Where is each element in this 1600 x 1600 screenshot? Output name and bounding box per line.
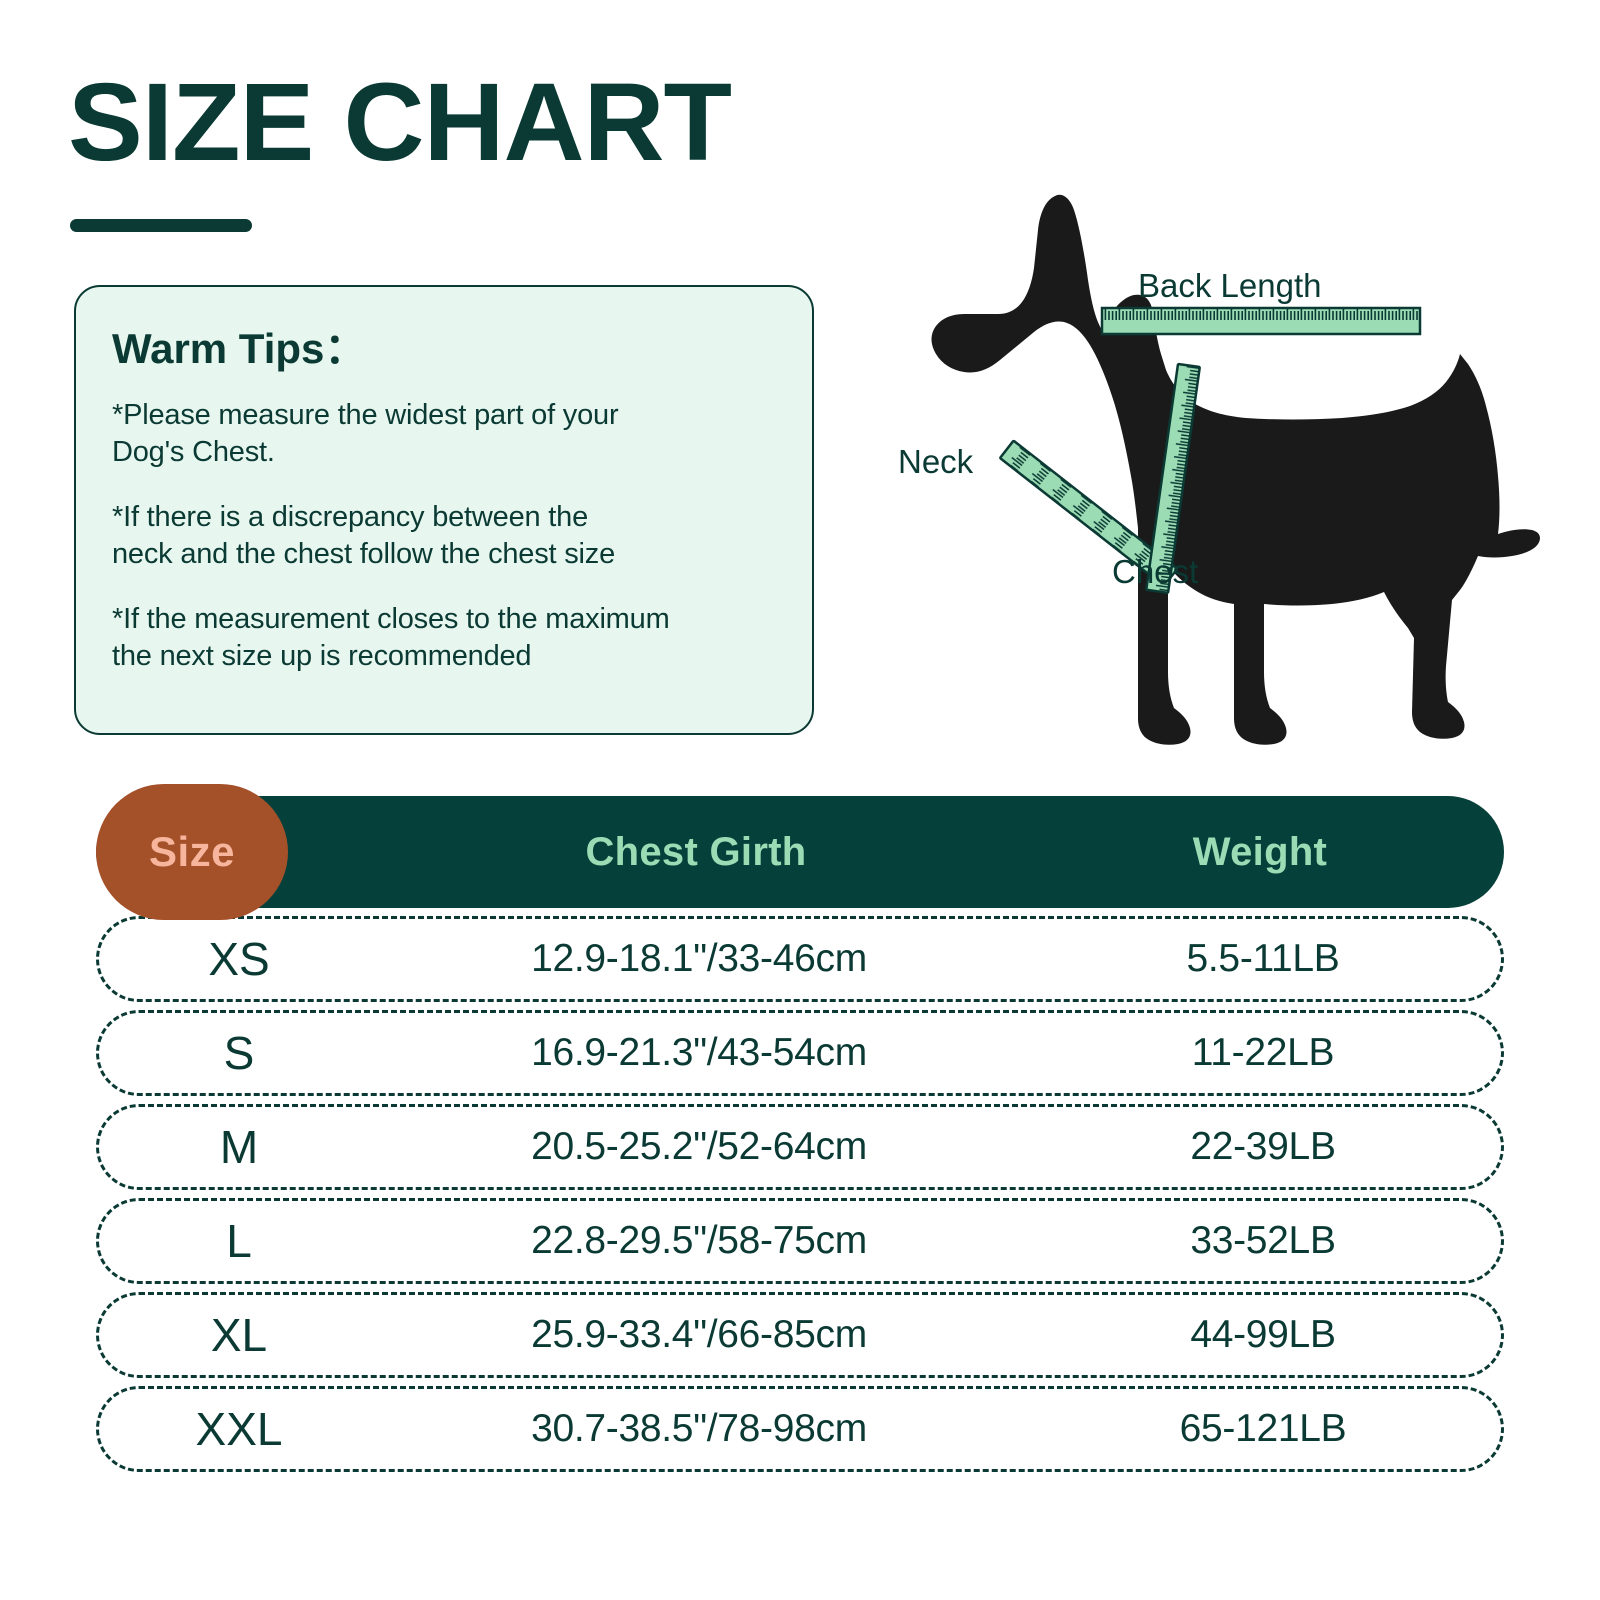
page-title: SIZE CHART (68, 61, 732, 184)
cell-chest-girth: 12.9-18.1"/33-46cm (531, 937, 867, 980)
dog-measurement-illustration: Back Length Neck Chest (880, 168, 1540, 768)
header-label-chest-girth: Chest Girth (585, 829, 807, 874)
cell-chest-girth: 25.9-33.4"/66-85cm (531, 1313, 867, 1356)
header-label-size: Size (148, 828, 236, 875)
size-table: Size Chest Girth Weight XS 12.9-18.1"/33… (96, 784, 1504, 1472)
neck-label: Neck (898, 443, 974, 480)
chest-tape-icon (1145, 362, 1201, 594)
cell-weight: 5.5-11LB (1186, 937, 1340, 980)
cell-size: L (226, 1215, 252, 1267)
back-length-tape-icon (1100, 306, 1422, 336)
chest-label: Chest (1112, 553, 1199, 590)
table-row: XS 12.9-18.1"/33-46cm 5.5-11LB (96, 916, 1504, 1002)
dog-silhouette-icon (931, 194, 1540, 745)
cell-size: XXL (195, 1403, 283, 1455)
cell-weight: 33-52LB (1190, 1219, 1336, 1262)
cell-chest-girth: 16.9-21.3"/43-54cm (531, 1031, 867, 1074)
title-underline (70, 219, 252, 232)
table-row: XL 25.9-33.4"/66-85cm 44-99LB (96, 1292, 1504, 1378)
warm-tip-1: *Please measure the widest part of your … (112, 399, 619, 468)
header-label-weight: Weight (1192, 829, 1328, 874)
warm-tips-heading: Warm Tips： (112, 325, 367, 372)
table-row: XXL 30.7-38.5"/78-98cm 65-121LB (96, 1386, 1504, 1472)
size-header-pill: Size (96, 784, 288, 920)
cell-chest-girth: 22.8-29.5"/58-75cm (531, 1219, 867, 1262)
cell-chest-girth: 20.5-25.2"/52-64cm (531, 1125, 867, 1168)
back-length-label: Back Length (1138, 267, 1322, 304)
cell-size: S (223, 1027, 255, 1079)
cell-chest-girth: 30.7-38.5"/78-98cm (531, 1407, 867, 1450)
cell-size: XS (208, 933, 270, 985)
cell-weight: 11-22LB (1191, 1031, 1335, 1074)
table-row: M 20.5-25.2"/52-64cm 22-39LB (96, 1104, 1504, 1190)
cell-size: XL (210, 1309, 268, 1361)
warm-tip-2: *If there is a discrepancy between the n… (112, 501, 616, 570)
cell-weight: 65-121LB (1179, 1407, 1347, 1450)
table-row: S 16.9-21.3"/43-54cm 11-22LB (96, 1010, 1504, 1096)
warm-tip-3: *If the measurement closes to the maximu… (112, 603, 670, 672)
table-header-row: Size Chest Girth Weight (96, 784, 1504, 920)
warm-tips-card: Warm Tips： *Please measure the widest pa… (74, 285, 814, 735)
cell-weight: 44-99LB (1190, 1313, 1336, 1356)
cell-weight: 22-39LB (1190, 1125, 1336, 1168)
cell-size: M (219, 1121, 259, 1173)
table-row: L 22.8-29.5"/58-75cm 33-52LB (96, 1198, 1504, 1284)
